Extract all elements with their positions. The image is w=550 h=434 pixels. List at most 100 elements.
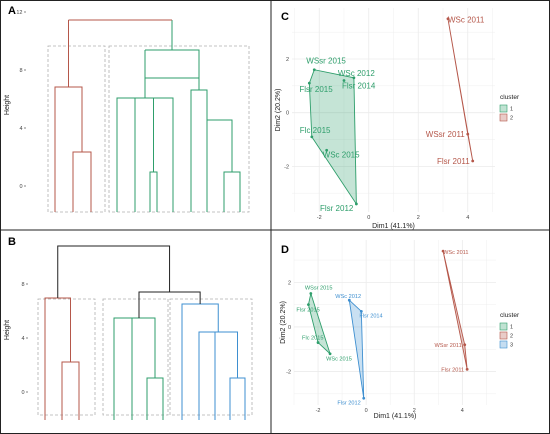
- legend-title: cluster: [500, 312, 520, 319]
- x-tick-label: -2: [317, 215, 322, 221]
- legend-label-3: 3: [510, 343, 513, 349]
- point-flsr-2012: [354, 202, 358, 206]
- cluster-box: [108, 45, 250, 213]
- y-tick-label: 2: [288, 280, 291, 286]
- y-tick-label: 0: [19, 184, 22, 190]
- dendrogram-branch: [54, 86, 83, 212]
- point-flsr-2014: [359, 309, 363, 313]
- dendrogram-branch: [61, 361, 80, 420]
- dendrogram-branch: [215, 331, 238, 378]
- point-wssr-2011: [463, 343, 467, 347]
- legend-key-1: [499, 322, 508, 331]
- dendrogram-branch: [146, 377, 164, 420]
- x-tick-label: 2: [413, 408, 416, 414]
- dendrogram-branch: [144, 77, 200, 98]
- y-axis-title: Height: [4, 320, 11, 340]
- point-flsr-2015: [307, 303, 310, 307]
- point-wssr-2015: [309, 292, 313, 295]
- dendrogram-branch: [116, 97, 136, 212]
- point-wssr-2011: [466, 132, 470, 136]
- point-label-wsc-2015: WSc 2015: [326, 357, 352, 363]
- x-axis-title: Dim1 (41.1%): [372, 223, 415, 230]
- legend-key-2: [499, 331, 508, 340]
- cluster-hull-1: [308, 69, 357, 206]
- dendrogram-branch: [138, 291, 201, 318]
- point-flsr-2011: [465, 367, 469, 371]
- point-flsr-2014: [342, 79, 346, 82]
- point-flsr-2012: [362, 396, 366, 400]
- cluster-hull-3: [348, 299, 365, 399]
- dendrogram-branch: [116, 97, 174, 212]
- panel-letter: C: [281, 11, 289, 23]
- x-tick-label: 2: [417, 215, 420, 221]
- point-wsc-2012: [347, 298, 351, 302]
- cluster-box: [37, 298, 96, 416]
- point-label-flsr-2012: Flsr 2012: [337, 400, 360, 406]
- point-label-wsc-2011: WSc 2011: [448, 16, 485, 25]
- point-wsc-2015: [328, 352, 332, 356]
- legend-label-2: 2: [510, 334, 513, 340]
- y-tick-label: 4: [19, 126, 22, 132]
- panel-letter: D: [281, 244, 289, 256]
- point-label-wsc-2015: WSc 2015: [323, 150, 360, 159]
- dendrogram-branch: [206, 119, 233, 212]
- y-axis-title: Dim2 (20.2%): [280, 301, 287, 344]
- y-tick-label: 8: [19, 68, 22, 74]
- dendrogram-branch: [198, 331, 216, 420]
- cluster-box: [102, 298, 169, 416]
- point-wssr-2015: [312, 68, 316, 72]
- point-flc-2015: [310, 135, 314, 139]
- legend-key-3: [499, 340, 508, 349]
- point-label-wsc-2011: WSc 2011: [443, 250, 468, 256]
- dendrogram-branch: [190, 89, 208, 212]
- panel-letter: B: [8, 236, 16, 248]
- y-tick-label: -2: [284, 164, 289, 170]
- point-flc-2015: [316, 341, 320, 344]
- point-label-flc-2015: Flc 2015: [300, 126, 331, 135]
- point-wsc-2011: [446, 17, 450, 21]
- y-axis-title: Height: [4, 95, 11, 115]
- x-tick-label: -2: [316, 408, 321, 414]
- cluster-hull-2: [447, 18, 474, 162]
- legend-title: cluster: [500, 94, 520, 101]
- point-label-wssr-2011: WSsr 2011: [426, 130, 466, 139]
- legend-key-1: [499, 104, 508, 113]
- legend-label-1: 1: [510, 325, 513, 331]
- dendrogram-branch: [44, 297, 71, 420]
- y-tick-label: -2: [286, 370, 291, 376]
- x-tick-label: 4: [466, 215, 469, 221]
- dendrogram-branch: [72, 151, 92, 212]
- point-flsr-2015: [307, 81, 311, 85]
- point-label-wssr-2011: WSsr 2011: [434, 343, 461, 349]
- y-tick-label: 0: [286, 111, 289, 117]
- point-label-flsr-2011: Flsr 2011: [441, 367, 464, 373]
- point-label-flsr-2011: Flsr 2011: [437, 157, 470, 166]
- y-tick-label: 2: [286, 57, 289, 63]
- y-tick-label: 12: [16, 10, 22, 16]
- cluster-box: [169, 298, 253, 416]
- point-wsc-2011: [441, 249, 445, 253]
- y-tick-label: 4: [21, 336, 24, 342]
- x-tick-label: 0: [367, 215, 370, 221]
- dendrogram-branch: [123, 317, 156, 378]
- point-label-wssr-2015: WSsr 2015: [305, 286, 333, 292]
- y-tick-label: 0: [288, 325, 291, 331]
- panel-letter: A: [8, 5, 16, 17]
- x-axis-title: Dim1 (41.1%): [374, 413, 417, 420]
- point-label-wsc-2012: WSc 2012: [335, 294, 361, 300]
- dendrogram-branch: [229, 377, 246, 420]
- legend-label-2: 2: [510, 116, 513, 122]
- point-label-wssr-2015: WSsr 2015: [306, 57, 346, 66]
- legend-label-1: 1: [510, 107, 513, 113]
- dendrogram-branch: [57, 245, 171, 298]
- y-tick-label: 8: [21, 282, 24, 288]
- point-label-flsr-2015: Flsr 2015: [296, 308, 319, 314]
- dendrogram-branch: [113, 317, 133, 420]
- point-label-flsr-2014: Flsr 2014: [359, 313, 382, 319]
- dendrogram-branch: [149, 171, 158, 212]
- cluster-box: [47, 45, 106, 213]
- dendrogram-branch: [145, 49, 200, 78]
- x-tick-label: 0: [365, 408, 368, 414]
